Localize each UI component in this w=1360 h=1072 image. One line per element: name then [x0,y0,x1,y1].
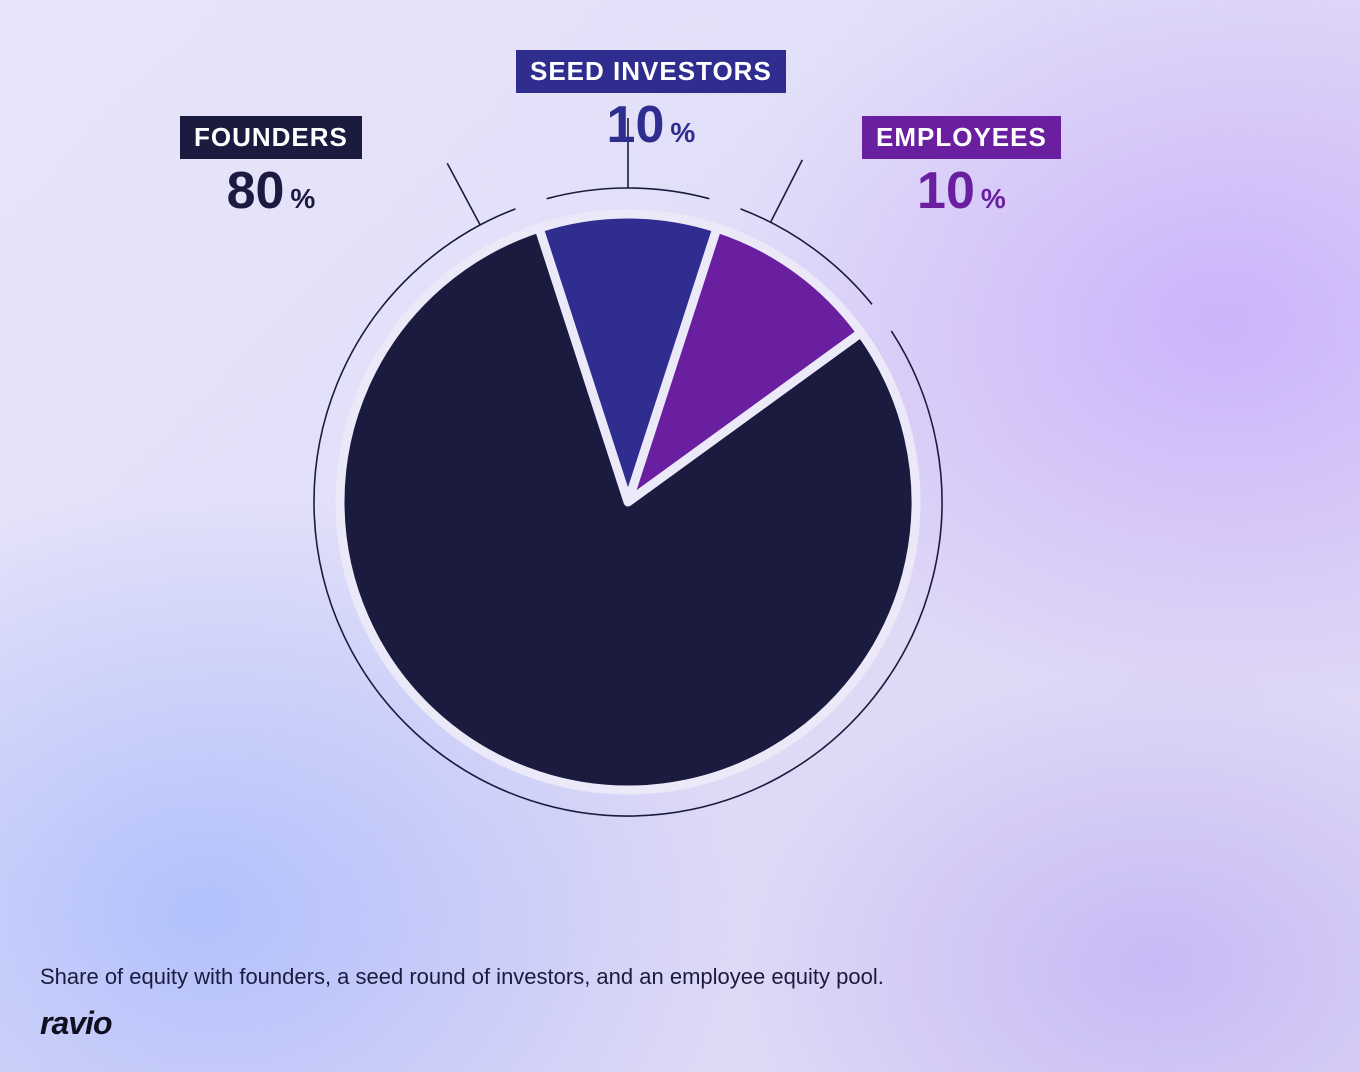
chart-caption: Share of equity with founders, a seed ro… [40,964,884,990]
value-percent-employees: % [981,185,1006,213]
label-group-seed_investors: SEED INVESTORS 10% [516,50,786,151]
label-box-founders: FOUNDERS [180,116,362,159]
leader-line-employees [771,160,803,222]
value-percent-seed_investors: % [670,119,695,147]
value-row-founders: 80% [227,165,316,217]
value-row-seed_investors: 10% [607,99,696,151]
label-box-employees: EMPLOYEES [862,116,1061,159]
equity-pie-chart: SEED INVESTORS 10% EMPLOYEES 10% FOUNDERS 80%… [0,0,1360,1072]
leader-line-founders [447,163,480,225]
value-number-seed_investors: 10 [607,99,665,151]
label-group-founders: FOUNDERS 80% [180,116,362,217]
label-box-seed_investors: SEED INVESTORS [516,50,786,93]
value-percent-founders: % [290,185,315,213]
value-number-founders: 80 [227,165,285,217]
outer-ring-arc [547,188,710,199]
value-row-employees: 10% [917,165,1006,217]
label-group-employees: EMPLOYEES 10% [862,116,1061,217]
value-number-employees: 10 [917,165,975,217]
brand-logo: ravio [40,1005,111,1042]
